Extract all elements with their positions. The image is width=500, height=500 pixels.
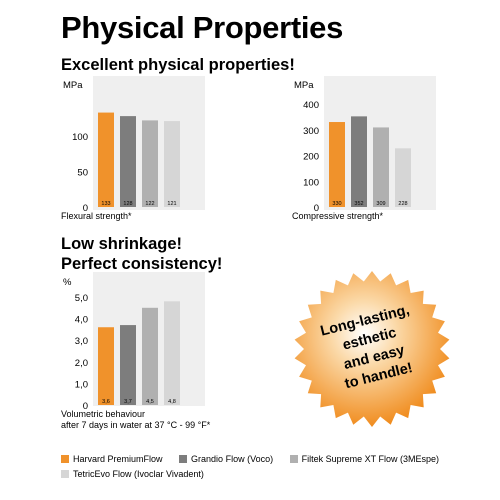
legend-item-tetric: TetricEvo Flow (Ivoclar Vivadent) (61, 467, 204, 481)
bar (373, 127, 389, 207)
y-tick-label: 100 (303, 177, 319, 188)
y-axis-unit: MPa (63, 80, 83, 91)
bar-value-label: 4,8 (168, 399, 176, 405)
legend-swatch (179, 455, 188, 463)
legend-swatch (61, 470, 69, 478)
legend: Harvard PremiumFlow Grandio Flow (Voco) … (61, 452, 491, 482)
legend-swatch (61, 455, 69, 463)
y-tick-label: 0 (83, 203, 88, 214)
legend-label: Grandio Flow (Voco) (191, 454, 274, 464)
y-axis-unit: MPa (294, 80, 314, 91)
bar-value-label: 3,7 (124, 399, 132, 405)
y-tick-label: 4,0 (75, 315, 88, 326)
y-tick-label: 5,0 (75, 293, 88, 304)
y-tick-label: 0 (83, 401, 88, 412)
bar (98, 327, 114, 405)
y-tick-label: 2,0 (75, 358, 88, 369)
bar (98, 112, 114, 207)
bar (164, 301, 180, 405)
y-tick-label: 50 (77, 168, 88, 179)
bar-value-label: 309 (376, 201, 385, 207)
bar-value-label: 128 (123, 201, 132, 207)
bar-value-label: 330 (332, 201, 341, 207)
y-tick-label: 200 (303, 152, 319, 163)
bar-value-label: 3,6 (102, 399, 110, 405)
y-axis-unit: % (63, 277, 72, 288)
y-tick-label: 100 (72, 132, 88, 143)
bar-value-label: 228 (398, 201, 407, 207)
heading-perfect-consistency: Perfect consistency! (61, 255, 223, 273)
legend-label: Filtek Supreme XT Flow (3MEspe) (301, 454, 439, 464)
bar-value-label: 4,5 (146, 399, 154, 405)
legend-swatch (289, 455, 298, 463)
highlight-badge: Long-lasting, esthetic and easy to handl… (292, 269, 452, 429)
y-tick-label: 0 (314, 203, 319, 214)
legend-label: TetricEvo Flow (Ivoclar Vivadent) (73, 469, 204, 479)
legend-item-filtek: Filtek Supreme XT Flow (3MEspe) (289, 452, 439, 466)
bar (395, 148, 411, 207)
heading-low-shrinkage: Low shrinkage! (61, 235, 183, 253)
bar (120, 116, 136, 207)
bar-value-label: 121 (167, 201, 176, 207)
bar (164, 121, 180, 207)
legend-label: Harvard PremiumFlow (73, 454, 163, 464)
heading-physical-properties: Excellent physical properties! (61, 56, 295, 74)
bar-value-label: 352 (354, 201, 363, 207)
y-tick-label: 1,0 (75, 379, 88, 390)
compressive-caption: Compressive strength* (292, 211, 384, 221)
bar (142, 120, 158, 207)
page-title: Physical Properties (61, 10, 344, 45)
bar-value-label: 133 (101, 201, 110, 207)
volumetric-caption-line-2: after 7 days in water at 37 °C - 99 °F* (61, 420, 211, 430)
y-tick-label: 400 (303, 100, 319, 111)
bar-value-label: 122 (145, 201, 154, 207)
volumetric-caption-line-1: Volumetric behaviour (61, 409, 146, 419)
legend-item-grandio: Grandio Flow (Voco) (179, 452, 273, 466)
starburst-shape (294, 271, 450, 427)
y-tick-label: 3,0 (75, 336, 88, 347)
flexural-caption: Flexural strength* (61, 211, 132, 221)
bar (329, 122, 345, 207)
legend-item-harvard: Harvard PremiumFlow (61, 452, 163, 466)
bar (120, 325, 136, 405)
bar (142, 307, 158, 405)
bar (351, 116, 367, 207)
y-tick-label: 300 (303, 126, 319, 137)
